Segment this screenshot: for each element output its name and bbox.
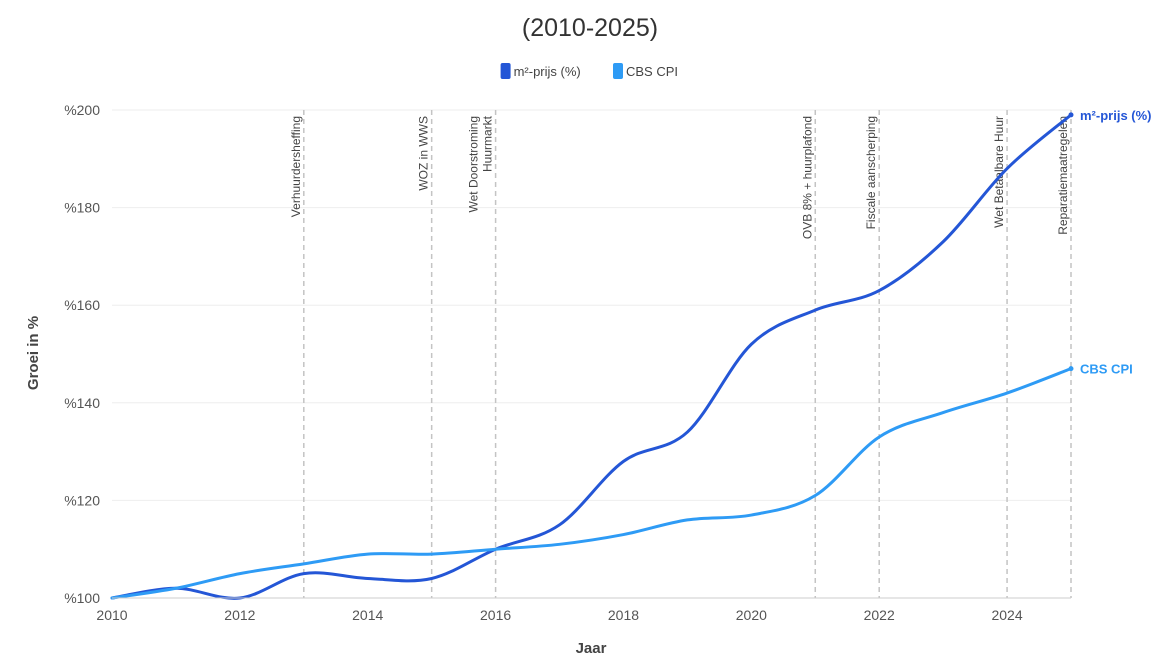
series-lines: m²-prijs (%) CBS CPI: [110, 108, 1152, 600]
x-tick-label: 2022: [864, 607, 895, 623]
event-markers: Verhuurdersheffing WOZ in WWS Wet Doorstro…: [289, 110, 1072, 598]
y-tick-label: %180: [64, 200, 100, 216]
x-tick-label: 2024: [991, 607, 1022, 623]
x-tick-label: 2010: [96, 607, 127, 623]
series-line: [110, 367, 1073, 600]
event-label: Reparatiemaatregelen: [1056, 116, 1070, 235]
event-label: OVB 8% + huurplafond: [800, 116, 814, 239]
gridlines: [112, 109, 1071, 599]
y-tick-label: %200: [64, 102, 100, 118]
legend: m²-prijs (%) CBS CPI: [500, 63, 678, 79]
legend-item: m²-prijs (%): [514, 64, 581, 79]
x-tick-label: 2016: [480, 607, 511, 623]
series-line: [110, 113, 1073, 600]
event-label: WOZ in WWS: [417, 116, 431, 191]
y-tick-label: %120: [64, 492, 100, 508]
x-tick-label: 2018: [608, 607, 639, 623]
y-axis-title: Groei in %: [25, 316, 42, 390]
event-label: Wet Betaalbare Huur: [992, 116, 1006, 228]
event-label: Fiscale aanscherping: [864, 116, 878, 229]
x-tick-label: 2014: [352, 607, 383, 623]
series-end-label: CBS CPI: [1080, 362, 1133, 377]
x-axis-title: Jaar: [576, 640, 607, 657]
series-end-label: m²-prijs (%): [1080, 108, 1152, 123]
chart-subtitle: (2010-2025): [522, 14, 658, 42]
series-end-marker: [1068, 366, 1074, 372]
event-label: Verhuurdersheffing: [289, 116, 303, 217]
axes: %100 %120 %140 %160 %180 %200 2010 2012 2014 2016…: [64, 102, 1071, 623]
series-end-marker: [1068, 112, 1074, 118]
y-tick-label: %160: [64, 297, 100, 313]
y-tick-label: %100: [64, 590, 100, 606]
x-tick-label: 2020: [736, 607, 767, 623]
y-tick-label: %140: [64, 395, 100, 411]
legend-swatch: [500, 63, 511, 79]
event-label: Wet DoorstromingHuurmarkt: [467, 115, 495, 212]
legend-swatch: [613, 63, 623, 79]
legend-item: CBS CPI: [626, 64, 678, 79]
x-tick-label: 2012: [224, 607, 255, 623]
